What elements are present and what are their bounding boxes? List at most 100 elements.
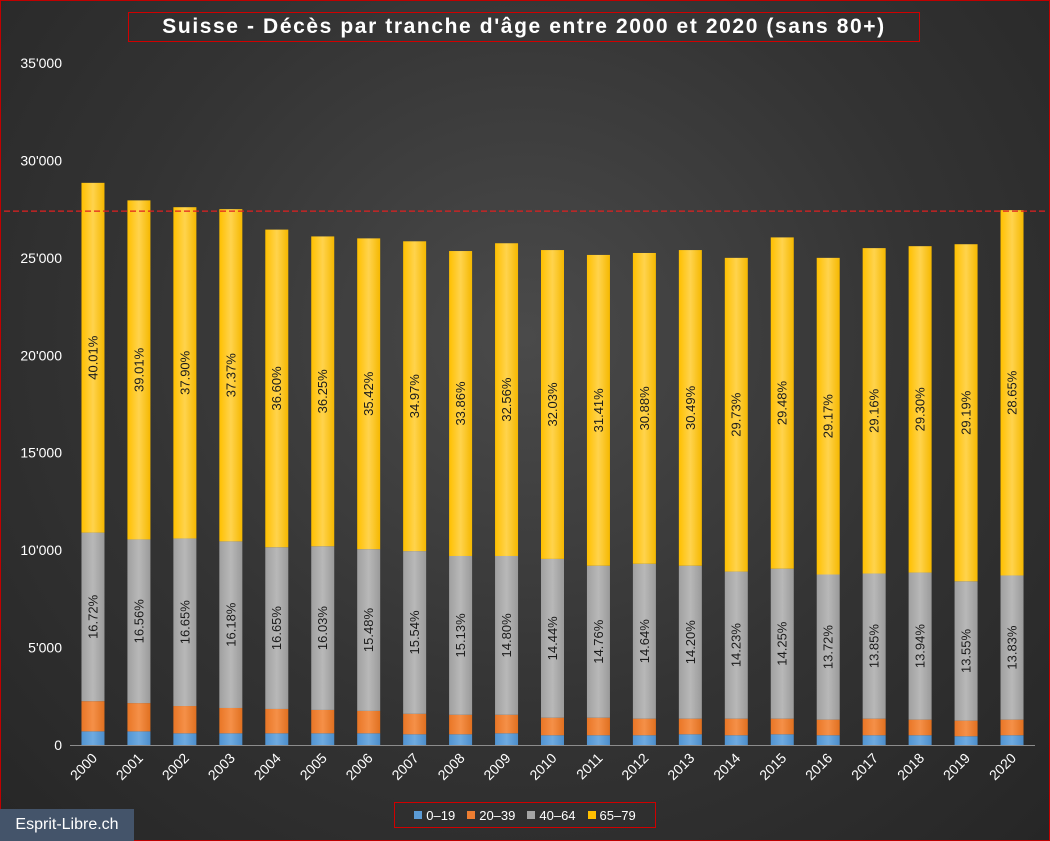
bar-40-64-2017: [862, 573, 886, 719]
x-tick-label: 2005: [297, 750, 330, 783]
bar-40-64-2004: [265, 547, 289, 709]
segment-label: 14.23%: [729, 623, 744, 668]
bar-65-79-2016: [816, 257, 840, 575]
segment-label: 31.41%: [591, 388, 606, 433]
bar-20-39-2017: [862, 718, 886, 736]
bar-0-19-2015: [770, 734, 794, 745]
bar-0-19-2001: [127, 731, 151, 745]
y-tick-label: 15'000: [20, 445, 62, 461]
segment-label: 14.20%: [683, 620, 698, 665]
bar-40-64-2016: [816, 574, 840, 720]
y-tick-label: 0: [54, 737, 62, 753]
bar-20-39-2003: [219, 707, 243, 734]
bar-0-19-2003: [219, 733, 243, 745]
x-tick-label: 2011: [573, 750, 606, 783]
legend-item: 40–64: [527, 808, 576, 823]
bar-20-39-2013: [678, 718, 702, 735]
bar-0-19-2004: [265, 733, 289, 745]
segment-label: 15.54%: [407, 610, 422, 655]
segment-label: 29.16%: [867, 388, 882, 433]
segment-label: 14.80%: [499, 613, 514, 658]
bar-65-79-2013: [678, 250, 702, 566]
bar-0-19-2005: [311, 733, 335, 745]
bar-65-79-2019: [954, 244, 978, 582]
bar-20-39-2005: [311, 709, 335, 734]
segment-label: 29.30%: [913, 387, 928, 432]
bar-40-64-2007: [403, 551, 427, 714]
legend-label: 65–79: [599, 807, 636, 823]
bar-20-39-2015: [770, 718, 794, 735]
bar-0-19-2020: [1000, 735, 1024, 745]
bar-0-19-2010: [541, 735, 564, 745]
bar-20-39-2000: [81, 701, 105, 732]
segment-label: 32.56%: [499, 377, 514, 422]
bar-40-64-2001: [127, 539, 151, 704]
bar-20-39-2020: [1000, 719, 1024, 736]
segment-label: 13.83%: [1004, 625, 1019, 670]
brand-label: Esprit-Libre.ch: [0, 809, 134, 841]
bar-40-64-2009: [495, 555, 519, 715]
x-tick-label: 2010: [526, 750, 559, 783]
x-tick-label: 2002: [159, 750, 192, 783]
legend-swatch: [587, 811, 596, 819]
bar-0-19-2002: [173, 733, 197, 745]
bar-40-64-2002: [173, 538, 197, 707]
x-axis: 2000 2001 2002 2003 2004 2005 2006 2007 2008 2009…: [67, 750, 1020, 783]
y-axis: 0 5'000 10'000 15'000 20'000 25'000 30'000 35'0…: [20, 55, 1035, 753]
x-tick-label: 2017: [848, 750, 881, 783]
segment-label: 14.25%: [775, 621, 790, 666]
bar-20-39-2011: [586, 717, 610, 736]
legend-swatch: [467, 811, 476, 819]
bar-0-19-2009: [495, 733, 519, 745]
bar-0-19-2000: [81, 731, 105, 745]
bar-40-64-2011: [586, 565, 610, 718]
segment-label: 15.13%: [453, 613, 468, 658]
bar-20-39-2009: [495, 714, 519, 734]
bar-40-64-2015: [770, 568, 794, 719]
bar-40-64-2020: [1000, 575, 1024, 720]
bar-20-39-2018: [908, 719, 932, 736]
bar-40-64-2008: [449, 555, 473, 715]
bar-40-64-2010: [541, 558, 564, 718]
legend-swatch: [414, 811, 423, 819]
x-tick-label: 2009: [480, 750, 513, 783]
segment-label: 13.94%: [913, 624, 928, 669]
bar-40-64-2003: [219, 541, 243, 708]
bar-0-19-2012: [632, 735, 656, 745]
segment-label: 13.55%: [959, 628, 974, 673]
segment-label: 14.44%: [545, 616, 560, 661]
bar-65-79-2014: [724, 257, 748, 572]
bar-65-79-2001: [127, 200, 151, 540]
x-tick-label: 2014: [710, 750, 743, 783]
segment-label: 16.56%: [131, 599, 146, 644]
segment-labels: 16.72% 40.01% 16.56% 39.01% 16.65% 37.90% 16.1…: [85, 335, 1019, 673]
segment-label: 30.49%: [683, 385, 698, 430]
segment-label: 14.64%: [637, 619, 652, 664]
bar-0-19-2008: [449, 734, 473, 745]
segment-label: 13.85%: [867, 624, 882, 669]
bar-65-79-2010: [541, 250, 564, 559]
x-tick-label: 2007: [388, 750, 421, 783]
x-tick-label: 2004: [251, 750, 284, 783]
chart-title: Suisse - Décès par tranche d'âge entre 2…: [128, 12, 920, 42]
segment-label: 37.37%: [223, 353, 238, 398]
legend-swatch: [527, 811, 536, 819]
bar-65-79-2000: [81, 182, 105, 533]
y-tick-label: 35'000: [20, 55, 62, 71]
bar-20-39-2012: [632, 718, 656, 736]
bar-0-19-2014: [724, 735, 748, 745]
bar-65-79-2006: [357, 238, 381, 550]
segment-label: 14.76%: [591, 619, 606, 664]
bar-65-79-2007: [403, 241, 427, 552]
bar-40-64-2014: [724, 571, 748, 719]
x-tick-label: 2013: [664, 750, 697, 783]
segment-label: 30.88%: [637, 386, 652, 431]
x-tick-label: 2008: [434, 750, 467, 783]
segment-label: 16.65%: [269, 606, 284, 651]
bar-20-39-2002: [173, 706, 197, 734]
bar-20-39-2010: [541, 717, 564, 736]
bar-65-79-2005: [311, 236, 335, 547]
y-tick-label: 25'000: [20, 250, 62, 266]
segment-label: 39.01%: [131, 347, 146, 392]
segment-label: 13.72%: [821, 625, 836, 670]
